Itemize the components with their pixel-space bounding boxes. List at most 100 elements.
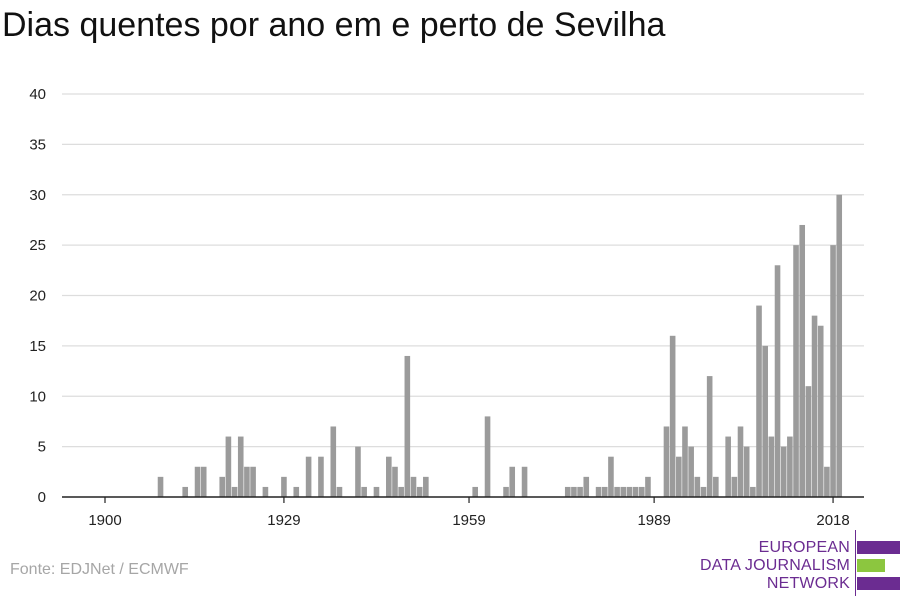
y-tick-label: 5	[38, 439, 46, 456]
bar-1965	[503, 486, 509, 497]
bar-2019	[836, 194, 843, 497]
bar-1982	[608, 456, 614, 497]
logo-bar-purple-bottom	[857, 577, 900, 590]
x-tick-label: 1900	[88, 512, 121, 529]
bar-1948	[398, 486, 404, 497]
bar-1935	[318, 456, 324, 497]
bar-1991	[663, 426, 670, 497]
bar-1976	[571, 486, 577, 497]
gridlines	[62, 93, 864, 448]
x-tick-label: 1989	[637, 512, 670, 529]
bar-1952	[423, 476, 429, 497]
bar-2017	[824, 466, 830, 497]
logo-bar-green	[857, 559, 885, 572]
bar-2018	[830, 245, 836, 498]
bar-1999	[713, 476, 719, 497]
logo-line-3: NETWORK	[766, 575, 850, 592]
bar-2002	[731, 476, 738, 497]
bar-1947	[392, 466, 398, 497]
bar-2015	[811, 315, 818, 497]
bar-1962	[484, 416, 491, 497]
bar-1994	[682, 426, 688, 497]
bar-2012	[793, 245, 799, 498]
bar-1984	[620, 486, 627, 497]
bar-chart: 0 5 10 15 20 25 30 35 40 1900 1929 1959 1989 2018	[29, 86, 864, 529]
y-tick-label: 0	[38, 489, 46, 506]
logo-text: EUROPEAN DATA JOURNALISM NETWORK	[700, 539, 850, 593]
bar-1941	[355, 446, 361, 498]
y-tick-label: 35	[29, 136, 46, 153]
bar-2016	[817, 325, 824, 497]
logo-line-2: DATA JOURNALISM	[700, 557, 850, 574]
bar-1966	[509, 466, 516, 497]
bar-1922	[237, 436, 244, 497]
bar-1915	[194, 466, 201, 497]
bar-1977	[577, 486, 583, 497]
y-tick-label: 10	[29, 388, 46, 405]
bar-1937	[330, 426, 337, 497]
bar-1995	[688, 446, 694, 498]
bar-1921	[231, 486, 238, 497]
bar-2007	[762, 345, 768, 498]
y-tick-label: 20	[29, 288, 46, 305]
bar-1913	[182, 486, 189, 497]
bar-1975	[564, 486, 571, 497]
y-tick-label: 25	[29, 237, 46, 254]
bar-1980	[595, 486, 602, 497]
bar-1926	[262, 486, 269, 497]
bar-1996	[694, 476, 701, 497]
bar-2006	[756, 305, 762, 497]
bar-2008	[768, 436, 775, 497]
bar-1949	[404, 355, 411, 497]
bar-2003	[737, 426, 744, 497]
bar-1986	[632, 486, 639, 497]
bar-1933	[305, 456, 312, 497]
bar-1978	[583, 476, 590, 497]
bar-1929	[281, 476, 287, 497]
chart-title: Dias quentes por ano em e perto de Sevil…	[2, 6, 666, 44]
bar-1938	[336, 486, 343, 497]
bar-1946	[386, 456, 392, 497]
bar-2013	[799, 224, 806, 497]
x-tick-label: 2018	[816, 512, 849, 529]
bar-1985	[626, 486, 633, 497]
bar-1950	[410, 476, 417, 497]
bar-1944	[373, 486, 380, 497]
x-tick-label: 1929	[267, 512, 300, 529]
bar-1981	[601, 486, 608, 497]
bar-1942	[361, 486, 367, 497]
bar-2014	[805, 386, 812, 497]
bar-1998	[706, 376, 713, 497]
x-tick-label: 1959	[452, 512, 485, 529]
logo-divider	[855, 530, 856, 596]
bar-1919	[219, 476, 226, 497]
edjnet-logo: EUROPEAN DATA JOURNALISM NETWORK	[700, 530, 900, 596]
bar-1916	[200, 466, 207, 497]
bar-2004	[743, 446, 750, 498]
y-tick-label: 15	[29, 338, 46, 355]
source-note: Fonte: EDJNet / ECMWF	[10, 561, 189, 578]
x-axis: 1900 1929 1959 1989 2018	[62, 496, 864, 529]
bar-1909	[157, 476, 164, 497]
bar-2001	[725, 436, 731, 497]
bar-1951	[416, 486, 423, 497]
bars	[157, 194, 843, 498]
bar-2005	[750, 486, 756, 497]
bar-2010	[780, 446, 787, 498]
logo-bar-purple-top	[857, 541, 900, 554]
bar-1992	[669, 335, 676, 497]
bar-1987	[638, 486, 645, 497]
y-tick-label: 40	[29, 86, 46, 103]
bar-1997	[700, 486, 707, 497]
y-axis-ticks: 0 5 10 15 20 25 30 35 40	[29, 86, 46, 506]
bar-2009	[774, 265, 781, 497]
y-tick-label: 30	[29, 187, 46, 204]
bar-1920	[225, 436, 232, 497]
bar-1993	[676, 456, 682, 497]
bar-1988	[645, 476, 651, 497]
bar-1931	[293, 486, 300, 497]
logo-line-1: EUROPEAN	[758, 539, 850, 556]
bar-1924	[250, 466, 256, 497]
bar-1983	[614, 486, 620, 497]
bar-1968	[521, 466, 528, 497]
